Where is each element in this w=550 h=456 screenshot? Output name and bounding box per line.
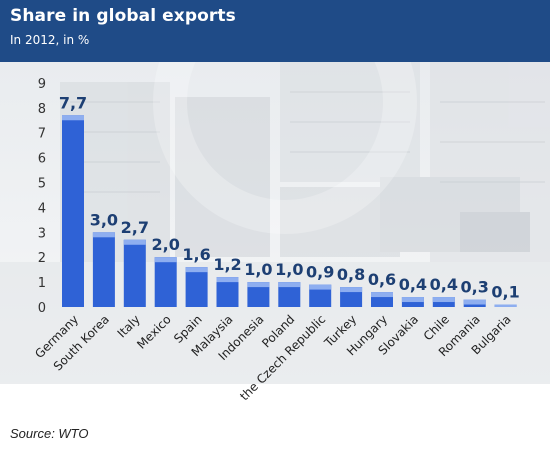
bar [62, 115, 84, 308]
bar-highlight [340, 287, 363, 293]
bar-body [185, 267, 208, 307]
bar-body [92, 232, 115, 307]
bar-body [309, 284, 332, 307]
data-label: 1,0 [275, 260, 303, 279]
bar-highlight [185, 267, 208, 273]
source-note: Source: WTO [10, 426, 89, 441]
data-label: 2,7 [121, 218, 149, 237]
chart-subtitle: In 2012, in % [10, 33, 90, 47]
data-label: 0,4 [399, 275, 427, 294]
bar [494, 304, 517, 307]
data-label: 1,0 [244, 260, 272, 279]
bar [278, 282, 301, 307]
bar [401, 297, 424, 307]
bar-highlight [92, 232, 115, 238]
y-tick-label: 9 [38, 77, 46, 92]
y-tick-label: 3 [38, 226, 46, 241]
data-label: 0,3 [461, 278, 489, 297]
bar [463, 299, 486, 307]
y-tick-label: 2 [38, 251, 46, 266]
bar-highlight [62, 115, 84, 121]
bar-highlight [401, 297, 424, 303]
data-label: 0,8 [337, 265, 365, 284]
bar-body [62, 115, 84, 308]
bar-body [154, 257, 177, 307]
bar [123, 239, 146, 307]
y-tick-label: 4 [38, 201, 46, 216]
bar [216, 277, 239, 307]
bar-body [247, 282, 270, 307]
data-label: 2,0 [152, 235, 180, 254]
bar-highlight [247, 282, 270, 288]
data-label: 3,0 [90, 210, 118, 229]
data-label: 7,7 [59, 93, 87, 112]
y-tick-label: 1 [38, 276, 46, 291]
chart-title: Share in global exports [10, 6, 236, 26]
bar-highlight [216, 277, 239, 283]
x-tick-label: Mexico [134, 312, 174, 352]
bar-body [278, 282, 301, 307]
y-tick-label: 5 [38, 177, 46, 192]
bar-highlight [371, 292, 393, 298]
bar-highlight [309, 284, 332, 290]
data-label: 0,4 [430, 275, 458, 294]
y-tick-label: 8 [38, 102, 46, 117]
bar [432, 297, 455, 307]
bar [154, 257, 177, 307]
background-photo [0, 62, 550, 384]
y-tick-label: 6 [38, 152, 46, 167]
y-tick-label: 7 [38, 127, 46, 142]
data-label: 0,1 [491, 283, 519, 302]
bar-highlight [463, 299, 486, 305]
bar-highlight [432, 297, 455, 303]
bar [247, 282, 270, 307]
chart-header: Share in global exports In 2012, in % [0, 0, 550, 62]
bar-highlight [494, 304, 517, 307]
data-label: 1,2 [213, 255, 241, 274]
data-label: 1,6 [182, 245, 210, 264]
bar [185, 267, 208, 307]
bar-body [216, 277, 239, 307]
bar-highlight [154, 257, 177, 263]
bar-highlight [123, 239, 146, 245]
y-tick-label: 0 [38, 301, 46, 316]
data-label: 0,6 [368, 270, 396, 289]
bar [371, 292, 393, 307]
bar [92, 232, 115, 307]
bar [309, 284, 332, 307]
bar-body [123, 239, 146, 307]
bar [340, 287, 363, 307]
data-label: 0,9 [306, 263, 334, 282]
bar-highlight [278, 282, 301, 288]
